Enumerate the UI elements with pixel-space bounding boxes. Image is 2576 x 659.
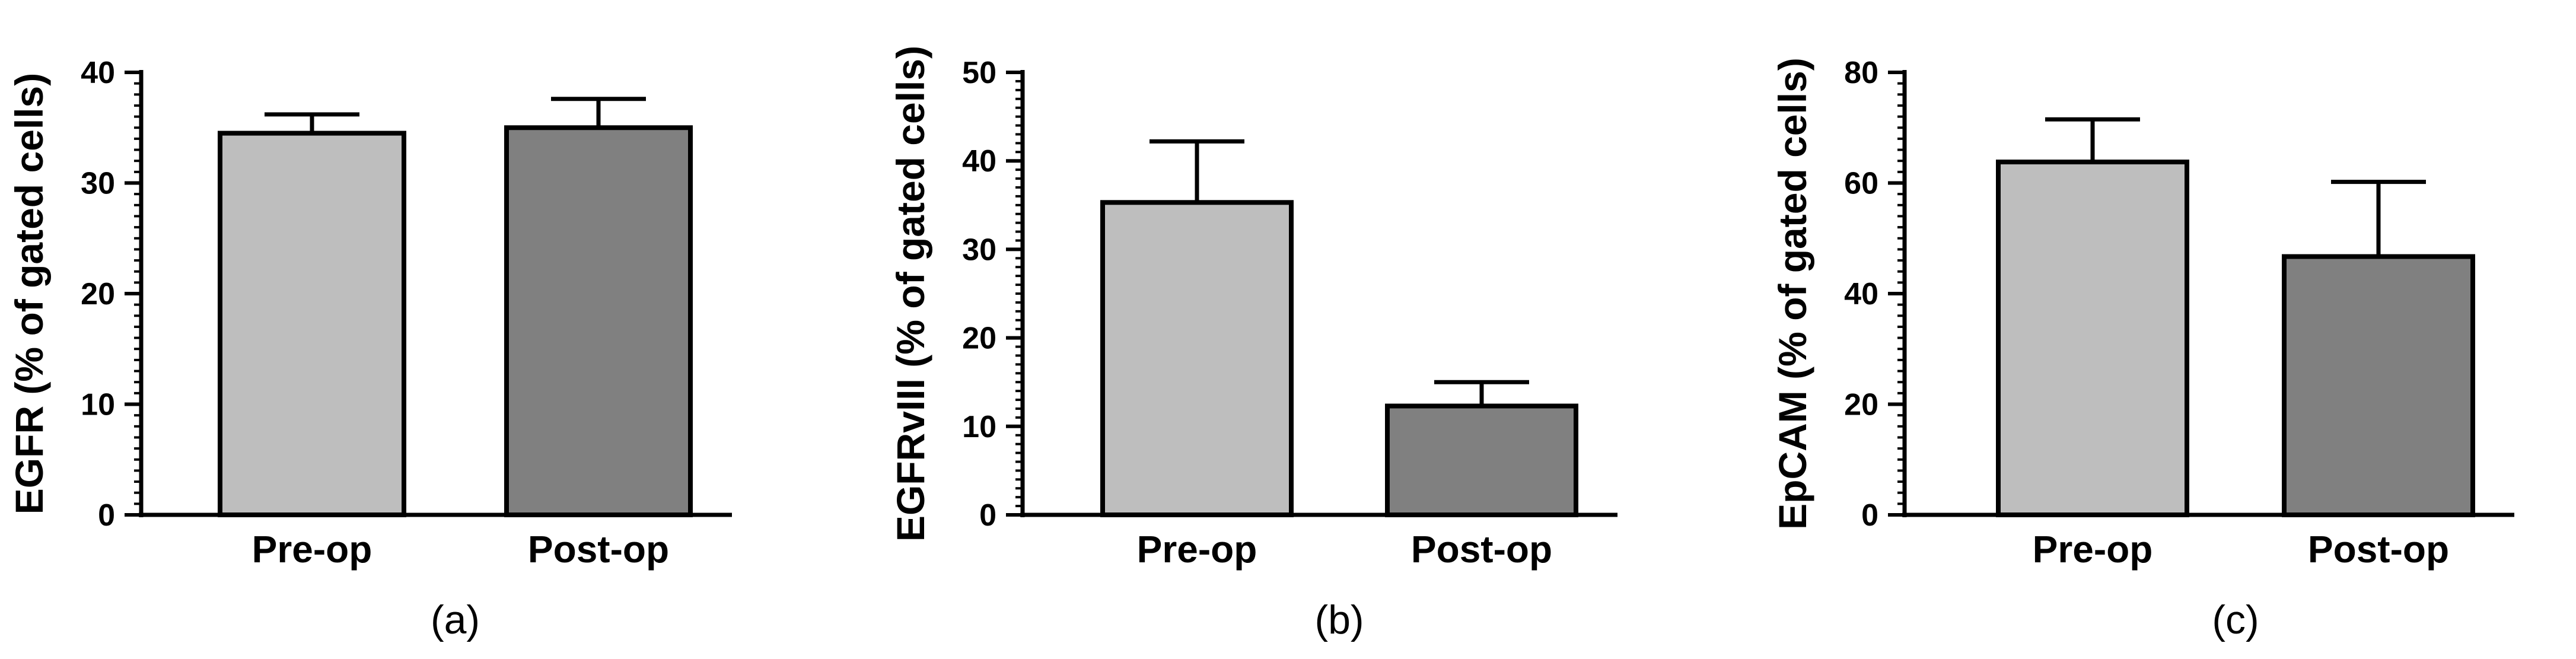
y-tick-label: 40 [81,56,115,90]
y-tick-label: 10 [81,388,115,422]
x-tick-label: Pre-op [2033,528,2153,571]
bar-post-op [2282,254,2475,517]
bar-pre-op [1100,200,1294,518]
y-axis-title: EpCAM (% of gated cells) [1771,58,1814,530]
y-tick-label: 10 [962,410,996,444]
bar-pre-op [218,130,406,517]
x-tick-label: Post-op [2308,528,2449,571]
bar-post-op [504,125,693,517]
x-tick-label: Pre-op [1137,528,1257,571]
panel-label: (c) [2212,597,2259,642]
bar-post-op [1385,403,1578,518]
y-tick-label: 20 [962,321,996,356]
y-tick-label: 0 [98,498,115,533]
y-tick-label: 40 [1844,277,1878,311]
y-tick-label: 20 [81,277,115,311]
panel-a: Pre-op Post-op 0 10 20 30 40 EGFR (% of gated c… [7,56,732,642]
y-tick-label: 80 [1844,56,1878,90]
x-tick-label: Post-op [528,528,669,571]
y-tick-label: 30 [81,167,115,201]
x-tick-label: Pre-op [252,528,372,571]
y-tick-label: 0 [979,498,996,533]
y-tick-label: 40 [962,144,996,179]
panel-b: Pre-op Post-op 0 10 20 30 40 50 EGFRvIII (% of g… [889,46,1617,642]
y-tick-label: 30 [962,233,996,267]
y-tick-label: 20 [1844,388,1878,422]
y-tick-label: 60 [1844,167,1878,201]
panel-label: (a) [431,597,480,642]
y-tick-label: 50 [962,56,996,90]
x-tick-label: Post-op [1411,528,1552,571]
y-axis-title: EGFRvIII (% of gated cells) [889,46,932,542]
bar-pre-op [1996,160,2189,517]
y-tick-label: 0 [1861,498,1878,533]
panel-label: (b) [1314,597,1364,642]
y-axis-title: EGFR (% of gated cells) [7,73,51,514]
panel-c: Pre-op Post-op 0 20 40 60 80 EpCAM (% of gated … [1771,56,2514,642]
